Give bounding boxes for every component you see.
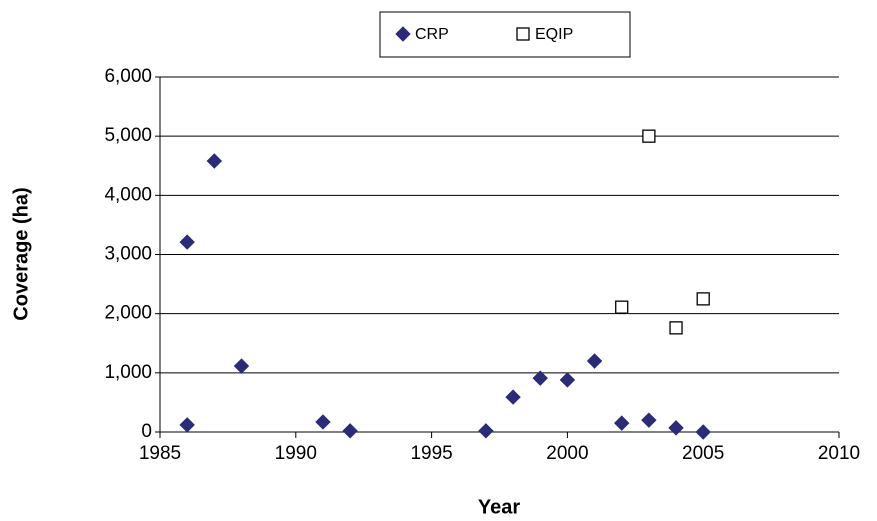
y-tick-label: 4,000: [104, 184, 152, 205]
legend-marker: [516, 27, 530, 41]
point: [532, 370, 548, 386]
y-tick-label: 5,000: [104, 125, 152, 146]
x-tick-label: 1995: [410, 443, 452, 464]
point: [206, 153, 223, 169]
legend-marker: [395, 26, 411, 42]
y-tick-label: 6,000: [104, 66, 152, 87]
y-tick-label: 0: [141, 421, 152, 442]
point: [614, 415, 630, 431]
point: [559, 372, 576, 388]
point: [505, 389, 521, 405]
x-tick-label: 2010: [818, 443, 860, 464]
point: [695, 424, 711, 440]
y-tick-label: 2,000: [104, 303, 152, 324]
point: [615, 300, 629, 314]
y-axis-title: Coverage (ha): [10, 187, 32, 320]
point: [586, 353, 603, 369]
x-tick-label: 2000: [546, 443, 588, 464]
point: [641, 412, 657, 428]
point: [233, 358, 250, 374]
legend-label: EQIP: [535, 26, 573, 43]
point: [179, 234, 195, 250]
y-tick-label: 3,000: [104, 244, 152, 265]
point: [315, 414, 331, 430]
point: [478, 423, 494, 439]
legend-box: [379, 11, 631, 58]
point: [642, 129, 656, 143]
point: [342, 423, 358, 439]
legend-label: CRP: [415, 26, 449, 43]
point: [668, 420, 684, 436]
x-axis-title: Year: [478, 496, 520, 518]
point: [179, 417, 195, 433]
point: [669, 321, 683, 335]
y-tick-label: 1,000: [104, 362, 152, 383]
x-tick-label: 1990: [275, 443, 317, 464]
x-tick-label: 2005: [682, 443, 724, 464]
point: [696, 292, 710, 306]
x-tick-label: 1985: [139, 443, 181, 464]
